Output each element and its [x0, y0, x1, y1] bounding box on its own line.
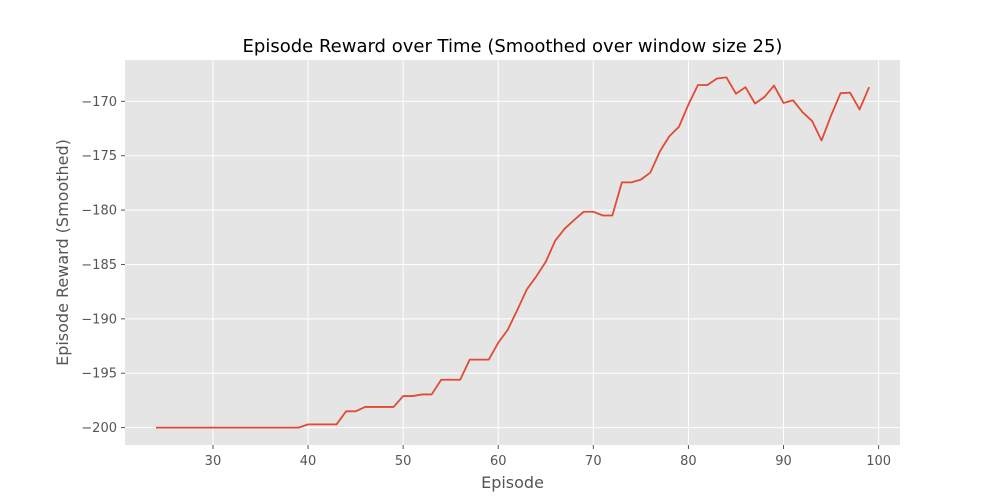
y-tick-label: −200 [81, 421, 117, 436]
series-line [155, 76, 870, 429]
plot-background [125, 60, 900, 445]
y-tick-label: −170 [81, 95, 117, 110]
ticks-layer: 30 40 50 60 70 80 90 100 −200 −195 −190 −185 −180 −17… [81, 95, 891, 469]
y-tick-label: −190 [81, 312, 117, 327]
x-axis-label: Episode [481, 473, 544, 492]
y-tick-label: −195 [81, 367, 117, 382]
y-tick-label: −175 [81, 149, 117, 164]
x-tick-label: 70 [585, 454, 602, 469]
chart-title: Episode Reward over Time (Smoothed over … [243, 36, 783, 57]
x-tick-label: 50 [395, 454, 412, 469]
y-axis-label: Episode Reward (Smoothed) [53, 139, 72, 366]
x-tick-label: 100 [866, 454, 891, 469]
y-tick-label: −180 [81, 204, 117, 219]
x-tick-label: 60 [490, 454, 507, 469]
y-tick-label: −185 [81, 258, 117, 273]
x-tick-label: 30 [205, 454, 222, 469]
x-tick-label: 40 [300, 454, 317, 469]
x-tick-label: 90 [775, 454, 792, 469]
x-tick-label: 80 [680, 454, 697, 469]
series-layer [155, 76, 870, 429]
